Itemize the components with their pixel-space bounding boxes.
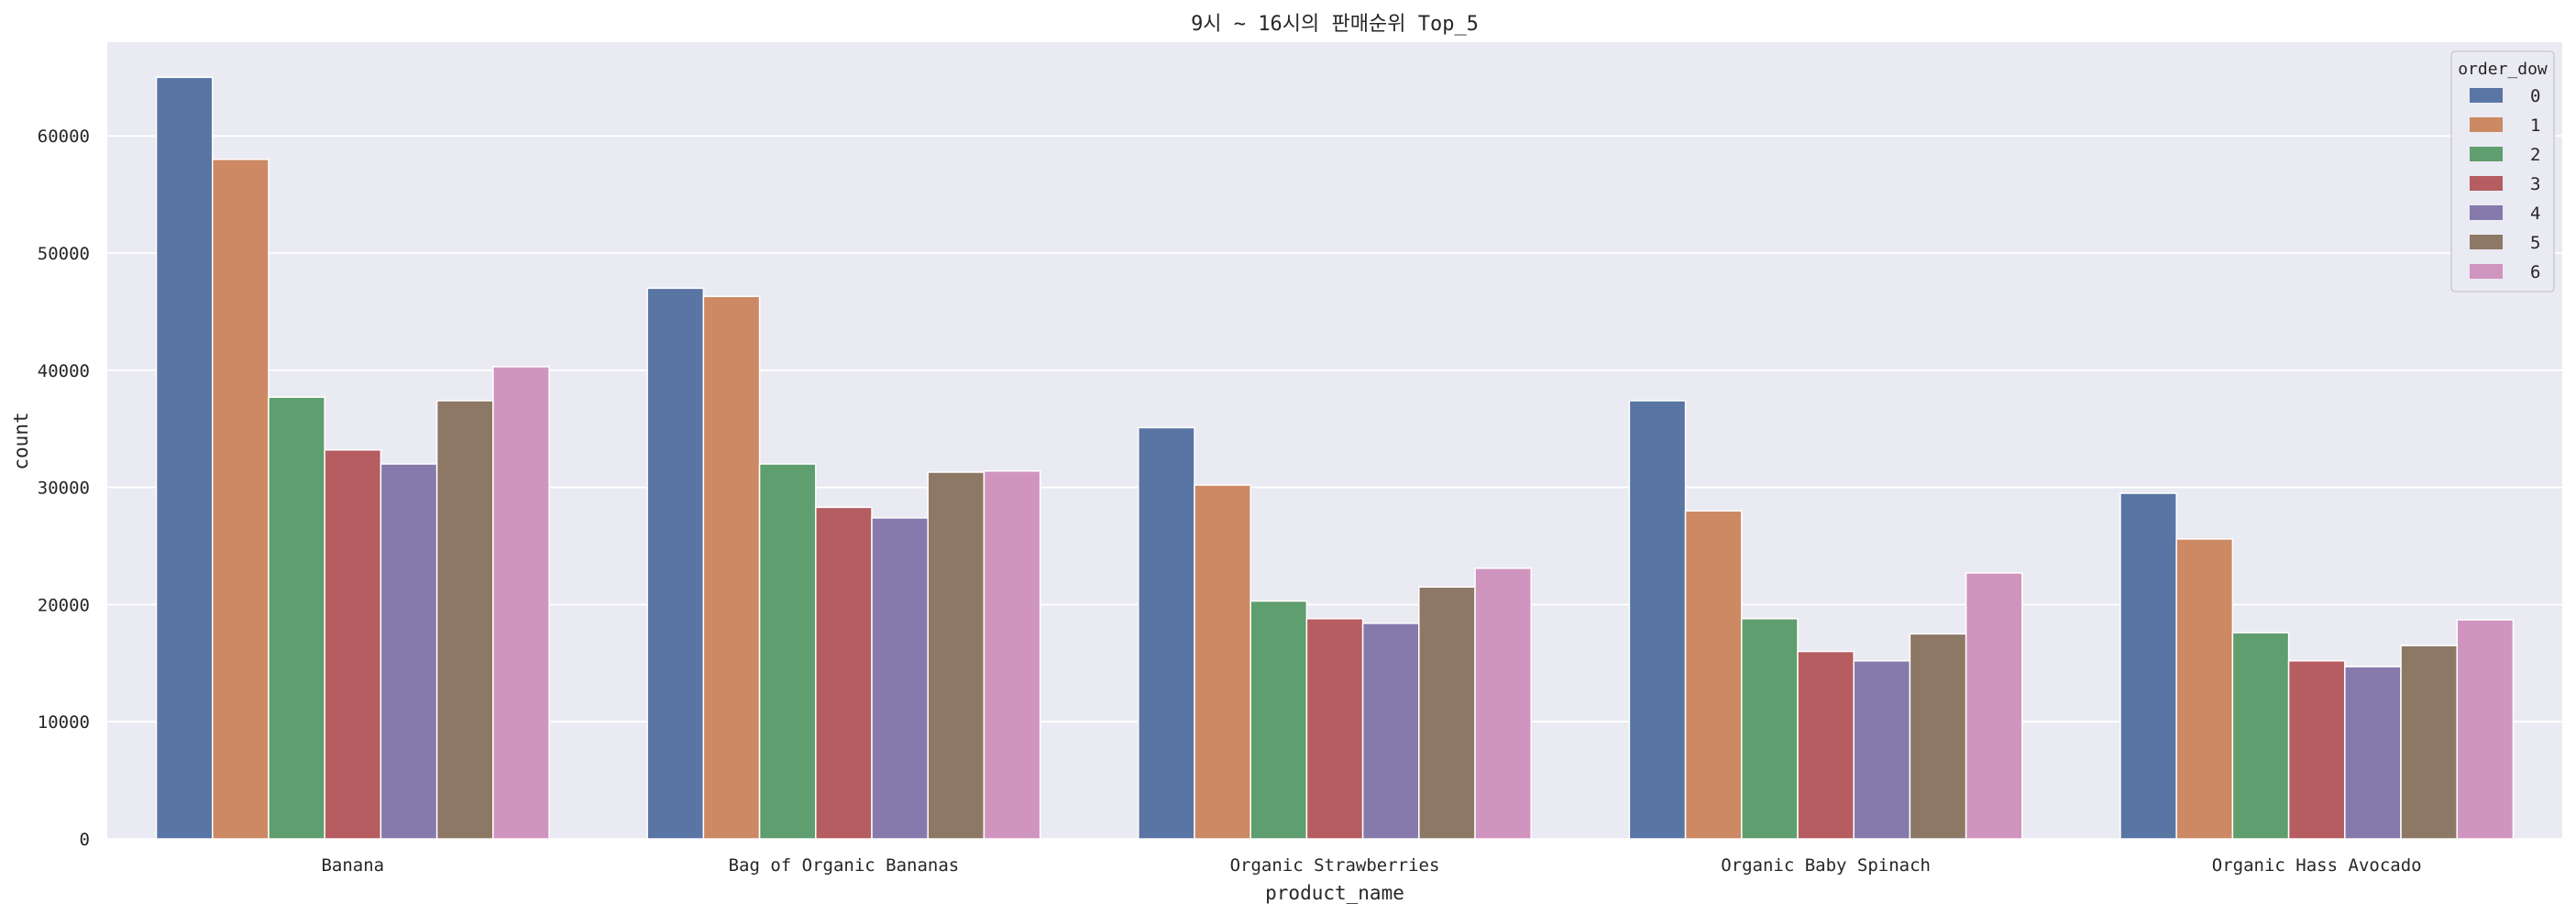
legend-swatch bbox=[2470, 235, 2503, 249]
bar bbox=[492, 366, 550, 840]
bar bbox=[324, 448, 382, 840]
y-tick-labels: 0 10000 20000 30000 40000 50000 60000 bbox=[38, 127, 90, 850]
legend-swatch bbox=[2470, 176, 2503, 191]
bar bbox=[268, 396, 325, 840]
legend-label: 0 bbox=[2530, 86, 2540, 106]
legend-swatch bbox=[2470, 264, 2503, 279]
bar bbox=[702, 295, 761, 840]
bar bbox=[2119, 492, 2177, 840]
y-tick-label: 20000 bbox=[38, 595, 90, 615]
bar bbox=[1138, 426, 1195, 840]
legend-frame bbox=[2450, 50, 2555, 292]
y-tick-label: 0 bbox=[80, 830, 90, 850]
bar bbox=[1628, 400, 1687, 840]
bar bbox=[1249, 600, 1308, 840]
y-tick-label: 60000 bbox=[38, 127, 90, 147]
bar bbox=[815, 506, 873, 840]
x-tick-label: Organic Hass Avocado bbox=[2212, 855, 2422, 876]
y-axis-label: count bbox=[10, 412, 32, 469]
legend-title: order_dow bbox=[2458, 60, 2548, 79]
legend-label: 6 bbox=[2530, 262, 2540, 282]
legend-swatch bbox=[2470, 88, 2503, 103]
legend-label: 3 bbox=[2530, 174, 2540, 194]
legend: order_dow 0 1 2 3 4 5 6 bbox=[2450, 50, 2555, 292]
legend-label: 5 bbox=[2530, 233, 2540, 253]
y-tick-label: 10000 bbox=[38, 712, 90, 733]
bar bbox=[927, 471, 985, 840]
x-axis-label: product_name bbox=[1265, 882, 1404, 904]
y-tick-label: 40000 bbox=[38, 361, 90, 381]
legend-swatch bbox=[2470, 117, 2503, 132]
bar bbox=[1741, 617, 1799, 840]
legend-swatch bbox=[2470, 147, 2503, 161]
x-tick-labels: Banana Bag of Organic Bananas Organic Stra… bbox=[321, 855, 2421, 876]
bar bbox=[758, 463, 817, 840]
bar bbox=[212, 159, 270, 840]
bar bbox=[1361, 623, 1420, 840]
legend-label: 1 bbox=[2530, 116, 2540, 136]
bar bbox=[1684, 510, 1743, 840]
bar bbox=[2400, 645, 2458, 840]
bar bbox=[983, 469, 1041, 840]
legend-items: 0 1 2 3 4 5 6 bbox=[2470, 86, 2540, 282]
bar bbox=[2175, 538, 2234, 840]
x-tick-label: Bag of Organic Bananas bbox=[729, 855, 960, 876]
bar bbox=[1418, 586, 1476, 840]
bar bbox=[871, 517, 929, 840]
bar bbox=[2231, 632, 2290, 840]
chart-title: 9시 ~ 16시의 판매순위 Top_5 bbox=[1191, 13, 1479, 36]
bars bbox=[155, 76, 2515, 840]
bar bbox=[1965, 572, 2023, 840]
bar bbox=[1909, 633, 1967, 840]
x-tick-label: Banana bbox=[321, 855, 384, 876]
x-tick-label: Organic Strawberries bbox=[1230, 855, 1440, 876]
legend-label: 4 bbox=[2530, 204, 2540, 224]
x-tick-label: Organic Baby Spinach bbox=[1721, 855, 1931, 876]
bar bbox=[2287, 660, 2346, 840]
y-tick-label: 50000 bbox=[38, 244, 90, 264]
bar bbox=[380, 463, 438, 840]
bar bbox=[2344, 666, 2402, 840]
bar bbox=[1194, 484, 1251, 840]
bar bbox=[1305, 617, 1364, 840]
y-tick-label: 30000 bbox=[38, 479, 90, 499]
bar bbox=[646, 287, 705, 840]
bar bbox=[2456, 619, 2515, 840]
bar bbox=[1474, 568, 1532, 840]
bar bbox=[435, 400, 494, 840]
bar bbox=[1853, 660, 1911, 840]
legend-label: 2 bbox=[2530, 145, 2540, 165]
bar bbox=[155, 76, 214, 840]
bar bbox=[1797, 650, 1855, 840]
legend-swatch bbox=[2470, 205, 2503, 220]
